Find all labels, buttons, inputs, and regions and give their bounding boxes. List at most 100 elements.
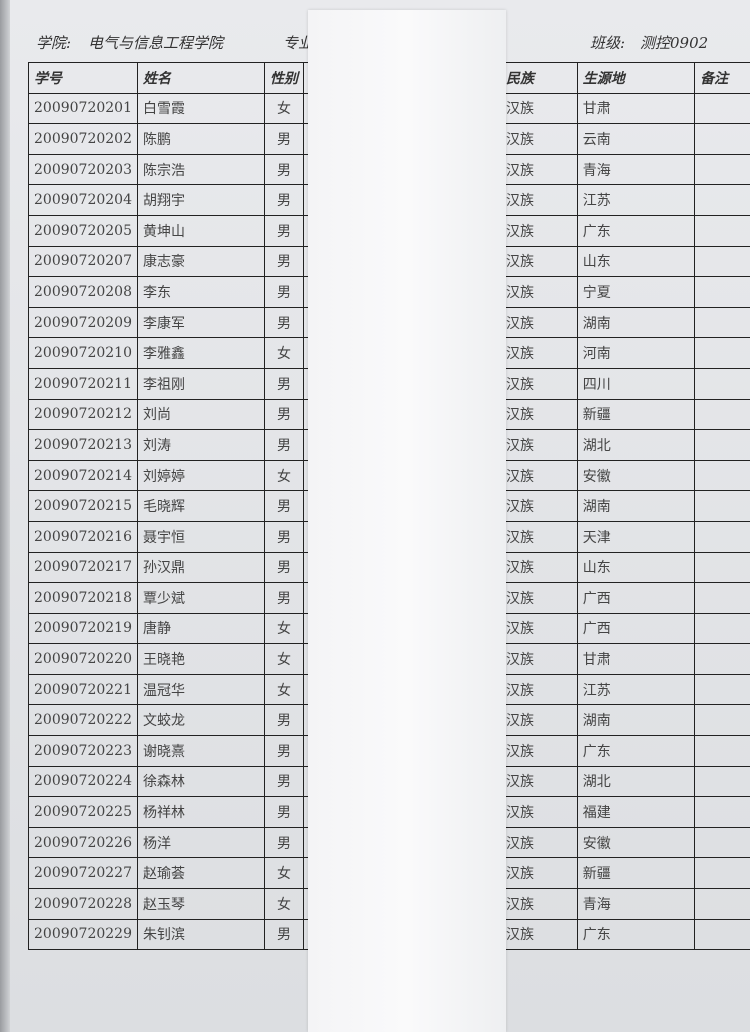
table-row: 汉族 青海	[500, 153, 750, 186]
table-row: 20090720202 陈鹏男	[28, 123, 318, 155]
student-name: 李康军	[136, 306, 266, 339]
table-row: 汉族 广东	[500, 214, 750, 247]
student-gender: 女	[264, 92, 304, 125]
student-id: 20090720207	[28, 245, 138, 278]
column-header-name: 姓名	[136, 62, 266, 94]
student-gender: 男	[264, 490, 304, 522]
student-ethnicity: 汉族	[500, 367, 578, 400]
student-ethnicity: 汉族	[500, 520, 578, 553]
student-name: 赵瑜荟	[136, 857, 266, 890]
student-gender: 男	[264, 153, 304, 186]
student-origin: 新疆	[576, 398, 696, 431]
student-ethnicity: 汉族	[500, 429, 578, 461]
column-header-remarks: 备注	[694, 62, 750, 94]
student-gender: 女	[264, 888, 304, 920]
table-row: 20090720215 毛晓辉男	[28, 490, 318, 522]
table-row: 汉族 安徽	[500, 826, 750, 859]
student-id: 20090720216	[28, 520, 138, 553]
student-origin: 云南	[576, 123, 696, 155]
student-name: 杨洋	[136, 826, 266, 859]
student-name: 康志豪	[136, 245, 266, 278]
student-remarks	[694, 306, 750, 339]
student-gender: 男	[264, 704, 304, 737]
student-remarks	[694, 582, 750, 614]
student-origin: 湖北	[576, 429, 696, 461]
student-table-left: 学号 姓名 性别 20090720201 白雪霞女 20090720202 陈鹏男 20…	[28, 62, 318, 951]
student-gender: 男	[264, 520, 304, 553]
table-row: 20090720222 文蛟龙男	[28, 704, 318, 737]
student-origin: 山东	[576, 245, 696, 278]
student-ethnicity: 汉族	[500, 184, 578, 216]
student-remarks	[694, 184, 750, 216]
binder-edge	[0, 0, 10, 1032]
student-id: 20090720213	[28, 429, 138, 461]
student-remarks	[694, 214, 750, 247]
student-id: 20090720220	[28, 643, 138, 675]
student-id: 20090720228	[28, 888, 138, 920]
table-row: 20090720201 白雪霞女	[28, 92, 318, 125]
table-row: 汉族 新疆	[500, 398, 750, 431]
table-row: 汉族 湖北	[500, 765, 750, 798]
student-ethnicity: 汉族	[500, 888, 578, 920]
student-name: 唐静	[136, 612, 266, 645]
student-ethnicity: 汉族	[500, 92, 578, 125]
student-ethnicity: 汉族	[500, 123, 578, 155]
student-remarks	[694, 765, 750, 798]
table-row: 20090720229 朱钊滨男	[28, 918, 318, 951]
table-row: 汉族 湖南	[500, 704, 750, 737]
table-row: 汉族 甘肃	[500, 92, 750, 125]
student-name: 胡翔宇	[136, 184, 266, 216]
student-ethnicity: 汉族	[500, 704, 578, 737]
student-id: 20090720205	[28, 214, 138, 247]
student-origin: 湖南	[576, 704, 696, 737]
student-ethnicity: 汉族	[500, 735, 578, 767]
student-name: 黄坤山	[136, 214, 266, 247]
student-gender: 男	[264, 367, 304, 400]
table-row: 汉族 新疆	[500, 857, 750, 890]
student-ethnicity: 汉族	[500, 153, 578, 186]
student-remarks	[694, 398, 750, 431]
student-ethnicity: 汉族	[500, 673, 578, 706]
student-origin: 湖南	[576, 490, 696, 522]
student-id: 20090720203	[28, 153, 138, 186]
student-ethnicity: 汉族	[500, 245, 578, 278]
table-row: 汉族 湖北	[500, 429, 750, 461]
student-remarks	[694, 367, 750, 400]
table-row: 20090720211 李祖刚男	[28, 367, 318, 400]
college-name: 电气与信息工程学院	[88, 34, 224, 52]
student-id: 20090720201	[28, 92, 138, 125]
table-row: 20090720219 唐静女	[28, 612, 318, 645]
student-id: 20090720208	[28, 276, 138, 308]
table-row: 20090720224 徐森林男	[28, 765, 318, 798]
table-row: 20090720216 聂宇恒男	[28, 520, 318, 553]
student-id: 20090720225	[28, 796, 138, 828]
student-id: 20090720221	[28, 673, 138, 706]
student-gender: 男	[264, 123, 304, 155]
student-id: 20090720214	[28, 459, 138, 492]
student-name: 赵玉琴	[136, 888, 266, 920]
student-name: 陈鹏	[136, 123, 266, 155]
student-origin: 湖南	[576, 306, 696, 339]
student-remarks	[694, 520, 750, 553]
table-row: 20090720210 李雅鑫女	[28, 337, 318, 369]
column-header-gender: 性别	[264, 62, 304, 94]
student-name: 刘尚	[136, 398, 266, 431]
student-remarks	[694, 643, 750, 675]
major-label: 专业	[283, 34, 314, 52]
student-origin: 广东	[576, 918, 696, 951]
student-origin: 福建	[576, 796, 696, 828]
table-row: 20090720205 黄坤山男	[28, 214, 318, 247]
table-row: 汉族 湖南	[500, 490, 750, 522]
student-ethnicity: 汉族	[500, 276, 578, 308]
table-row: 20090720220 王晓艳女	[28, 643, 318, 675]
table-row: 汉族 福建	[500, 796, 750, 828]
table-row: 20090720228 赵玉琴女	[28, 888, 318, 920]
table-row: 20090720226 杨洋男	[28, 826, 318, 859]
student-gender: 男	[264, 582, 304, 614]
student-id: 20090720223	[28, 735, 138, 767]
table-row: 汉族 广西	[500, 582, 750, 614]
student-name: 毛晓辉	[136, 490, 266, 522]
student-gender: 男	[264, 245, 304, 278]
student-remarks	[694, 735, 750, 767]
table-row: 20090720204 胡翔宇男	[28, 184, 318, 216]
